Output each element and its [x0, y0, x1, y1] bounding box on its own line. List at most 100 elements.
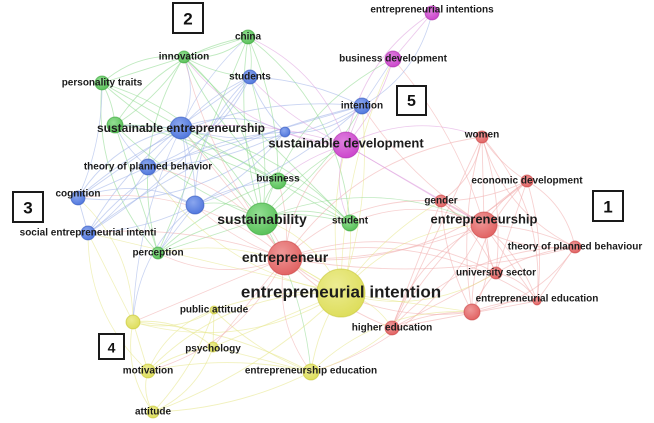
network-edge — [132, 257, 286, 323]
node-public-attitude[interactable] — [209, 305, 219, 315]
network-edge — [249, 76, 363, 107]
network-edge — [114, 124, 279, 182]
node-social-entrepreneurial-intenti[interactable] — [80, 225, 96, 241]
node-theory-of-planned-behaviour[interactable] — [568, 240, 582, 254]
network-edge — [391, 136, 483, 329]
network-edge — [261, 105, 363, 220]
node-entrepreneurial-intentions[interactable] — [424, 5, 440, 21]
network-edge — [87, 232, 134, 323]
node-gender[interactable] — [434, 194, 448, 208]
network-edge — [87, 230, 286, 259]
network-edge — [180, 125, 347, 146]
network-edge — [243, 36, 263, 220]
node-personality-traits[interactable] — [94, 75, 110, 91]
network-edge — [157, 180, 279, 254]
network-edge — [101, 36, 249, 84]
network-edge — [249, 76, 286, 133]
network-edge — [183, 56, 279, 182]
network-edge — [284, 180, 528, 261]
node-g4[interactable] — [106, 116, 124, 134]
node-business-development[interactable] — [384, 50, 402, 68]
node-business[interactable] — [269, 172, 287, 190]
network-edge — [249, 76, 266, 220]
network-edge — [391, 246, 576, 329]
network-edge — [310, 224, 485, 373]
network-edge — [284, 246, 576, 270]
node-sustainable-entrepreneurship[interactable] — [169, 116, 193, 140]
node-sustainability[interactable] — [245, 202, 279, 236]
network-edge — [526, 180, 540, 302]
node-b8[interactable] — [279, 126, 291, 138]
network-edge — [310, 311, 473, 373]
network-edge — [87, 232, 149, 372]
network-edge — [147, 362, 312, 373]
node-higher-education[interactable] — [384, 320, 400, 336]
cluster-number-box-3: 3 — [12, 191, 44, 223]
network-edge — [247, 36, 347, 146]
node-psychology[interactable] — [207, 341, 219, 353]
network-edge — [526, 180, 576, 248]
network-edge — [536, 246, 576, 302]
node-entrepreneurial-intention[interactable] — [316, 268, 366, 318]
network-edge — [87, 232, 342, 294]
network-edge — [114, 124, 263, 220]
network-edge — [284, 247, 538, 302]
network-edge — [130, 321, 154, 413]
network-edge — [440, 136, 483, 202]
cluster-number-label: 4 — [108, 340, 116, 356]
node-motivation[interactable] — [140, 363, 156, 379]
network-edge — [157, 127, 186, 254]
cluster-number-label: 3 — [23, 199, 32, 218]
network-edge — [440, 200, 538, 302]
network-edge — [101, 82, 351, 224]
network-edge — [77, 76, 251, 199]
network-edge — [87, 131, 286, 234]
node-innovation[interactable] — [177, 50, 191, 64]
node-layer — [70, 5, 582, 419]
node-students[interactable] — [242, 69, 258, 85]
network-edge — [152, 371, 312, 413]
node-entrepreneurship[interactable] — [470, 211, 498, 239]
network-edge — [495, 246, 576, 274]
cluster-number-label: 1 — [603, 198, 612, 217]
network-edge — [77, 131, 286, 201]
cluster-number-boxes: 1 2 3 4 5 — [12, 2, 624, 360]
network-edge — [361, 105, 485, 226]
node-entrepreneurship-education[interactable] — [302, 363, 320, 381]
network-edge — [284, 241, 497, 274]
node-y3[interactable] — [125, 314, 141, 330]
network-edge — [349, 208, 485, 226]
node-entrepreneur[interactable] — [267, 240, 303, 276]
node-student[interactable] — [341, 214, 359, 232]
node-cognition[interactable] — [70, 190, 86, 206]
node-entrepreneurial-education[interactable] — [532, 296, 542, 306]
cluster-number-box-5: 5 — [396, 85, 427, 116]
node-perception[interactable] — [151, 246, 165, 260]
network-edge — [147, 56, 185, 254]
node-r7[interactable] — [463, 303, 481, 321]
network-edge — [132, 292, 342, 334]
network-edge — [157, 247, 342, 294]
node-university-sector[interactable] — [489, 266, 503, 280]
node-sustainable-development[interactable] — [332, 131, 360, 159]
network-edge — [147, 257, 286, 372]
network-edge — [340, 58, 394, 294]
network-edge — [440, 200, 473, 313]
network-edge — [87, 166, 149, 234]
network-edge — [132, 320, 214, 348]
network-edge — [183, 56, 347, 146]
cluster-number-box-1: 1 — [592, 190, 624, 222]
node-economic-development[interactable] — [520, 174, 534, 188]
network-edge — [261, 197, 485, 226]
node-china[interactable] — [240, 29, 256, 45]
network-edge — [180, 36, 249, 129]
network-edge — [361, 12, 433, 107]
node-intention[interactable] — [353, 97, 371, 115]
node-women[interactable] — [475, 130, 489, 144]
node-attitude[interactable] — [146, 405, 160, 419]
network-edge — [194, 180, 279, 206]
node-theory-of-planned-behavior[interactable] — [139, 158, 157, 176]
node-b6[interactable] — [185, 195, 205, 215]
